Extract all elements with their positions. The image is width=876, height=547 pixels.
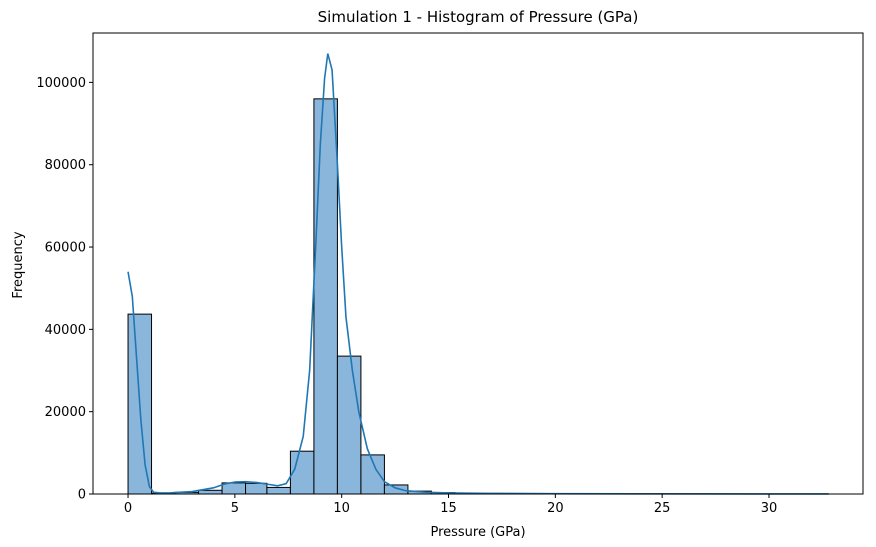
y-tick-label: 100000 xyxy=(36,76,86,91)
y-axis-label: Frequency xyxy=(11,231,26,298)
x-tick-label: 15 xyxy=(440,501,457,516)
histogram-bar xyxy=(313,98,338,495)
bars-layer xyxy=(127,98,830,495)
x-tick-label: 30 xyxy=(761,501,778,516)
histogram-bar xyxy=(245,482,268,495)
plot-frame xyxy=(92,32,864,495)
y-tick-label: 20000 xyxy=(45,405,86,420)
y-tick-label: 80000 xyxy=(45,158,86,173)
kde-line xyxy=(127,53,829,495)
x-axis: 0 5 10 15 20 25 30 xyxy=(124,494,777,516)
histogram-bar xyxy=(289,450,315,495)
y-tick-label: 40000 xyxy=(45,323,86,338)
x-tick-label: 0 xyxy=(124,501,132,516)
chart-title: Simulation 1 - Histogram of Pressure (GP… xyxy=(318,8,639,26)
x-tick-label: 25 xyxy=(654,501,671,516)
y-tick-label: 60000 xyxy=(45,241,86,256)
x-tick-label: 10 xyxy=(333,501,350,516)
y-tick-label: 0 xyxy=(78,488,86,503)
y-axis: 0 20000 40000 60000 80000 100000 xyxy=(36,76,93,503)
x-axis-label: Pressure (GPa) xyxy=(430,525,525,540)
histogram-bar xyxy=(198,489,223,495)
x-tick-label: 5 xyxy=(231,501,239,516)
histogram-bar xyxy=(383,484,409,495)
x-tick-label: 20 xyxy=(547,501,564,516)
histogram-bar xyxy=(336,355,362,495)
histogram-bar xyxy=(266,486,291,495)
kde-layer xyxy=(127,53,829,495)
